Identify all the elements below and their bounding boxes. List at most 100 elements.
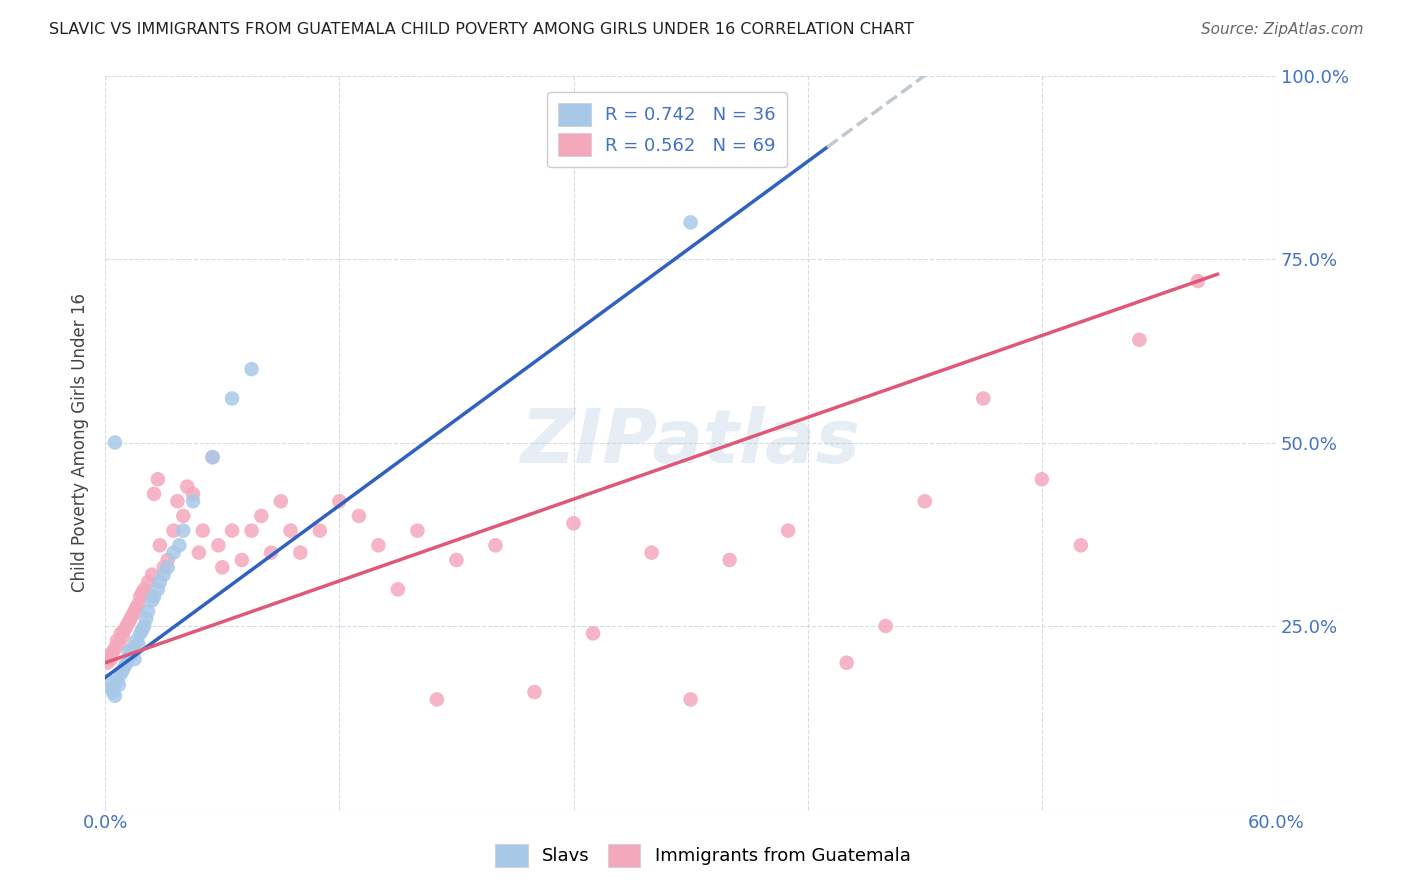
Point [181, 487, 204, 501]
Legend: Slavs, Immigrants from Guatemala: Slavs, Immigrants from Guatemala [488, 837, 918, 874]
Point [290, 546, 312, 560]
Point [135, 612, 157, 626]
Point [98, 648, 121, 663]
Point [100, 681, 122, 696]
Point [211, 560, 233, 574]
Point [172, 524, 194, 538]
Point [141, 593, 163, 607]
Point [875, 619, 897, 633]
Point [115, 656, 138, 670]
Point [207, 538, 229, 552]
Point [270, 494, 292, 508]
Point [146, 472, 169, 486]
Point [835, 656, 858, 670]
Point [484, 538, 506, 552]
Point [1070, 538, 1092, 552]
Text: ZIPatlas: ZIPatlas [520, 406, 860, 479]
Point [162, 546, 184, 560]
Point [127, 597, 149, 611]
Point [152, 560, 174, 574]
Point [718, 553, 741, 567]
Point [187, 546, 209, 560]
Point [104, 689, 127, 703]
Point [426, 692, 449, 706]
Point [523, 685, 546, 699]
Point [100, 652, 122, 666]
Point [280, 524, 302, 538]
Point [240, 362, 263, 376]
Point [640, 546, 662, 560]
Point [111, 630, 134, 644]
Point [136, 604, 159, 618]
Point [221, 524, 243, 538]
Point [1031, 472, 1053, 486]
Point [125, 633, 148, 648]
Point [308, 524, 330, 538]
Point [131, 623, 153, 637]
Point [146, 582, 169, 597]
Legend: R = 0.742   N = 36, R = 0.562   N = 69: R = 0.742 N = 36, R = 0.562 N = 69 [547, 92, 786, 167]
Point [446, 553, 468, 567]
Point [406, 524, 429, 538]
Point [778, 524, 800, 538]
Point [110, 666, 132, 681]
Point [136, 574, 159, 589]
Point [129, 590, 152, 604]
Point [172, 508, 194, 523]
Point [152, 567, 174, 582]
Point [169, 538, 191, 552]
Point [156, 560, 179, 574]
Point [914, 494, 936, 508]
Point [250, 508, 273, 523]
Point [260, 546, 283, 560]
Point [387, 582, 409, 597]
Point [117, 615, 139, 630]
Text: Source: ZipAtlas.com: Source: ZipAtlas.com [1201, 22, 1364, 37]
Text: SLAVIC VS IMMIGRANTS FROM GUATEMALA CHILD POVERTY AMONG GIRLS UNDER 16 CORRELATI: SLAVIC VS IMMIGRANTS FROM GUATEMALA CHIL… [49, 22, 914, 37]
Point [367, 538, 389, 552]
Point [562, 516, 585, 531]
Point [221, 392, 243, 406]
Point [149, 538, 172, 552]
Point [121, 607, 143, 622]
Point [156, 553, 179, 567]
Point [231, 553, 253, 567]
Point [328, 494, 350, 508]
Point [679, 215, 702, 229]
Point [120, 612, 142, 626]
Point [143, 590, 166, 604]
Point [105, 674, 128, 689]
Point [108, 637, 131, 651]
Point [96, 656, 118, 670]
Point [104, 641, 127, 656]
Point [582, 626, 605, 640]
Point [101, 685, 124, 699]
Point [131, 586, 153, 600]
Point [114, 623, 136, 637]
Point [347, 508, 370, 523]
Point [1128, 333, 1150, 347]
Point [104, 435, 127, 450]
Point [129, 626, 152, 640]
Point [191, 524, 214, 538]
Point [201, 450, 224, 465]
Point [240, 524, 263, 538]
Point [166, 494, 188, 508]
Point [124, 652, 146, 666]
Point [115, 619, 138, 633]
Point [181, 494, 204, 508]
Point [110, 626, 132, 640]
Point [124, 604, 146, 618]
Point [121, 641, 143, 656]
Point [98, 674, 121, 689]
Point [101, 645, 124, 659]
Point [141, 567, 163, 582]
Point [134, 619, 156, 633]
Point [679, 692, 702, 706]
Point [176, 479, 198, 493]
Point [201, 450, 224, 465]
Point [108, 678, 131, 692]
Point [114, 659, 136, 673]
Point [1187, 274, 1209, 288]
Point [117, 645, 139, 659]
